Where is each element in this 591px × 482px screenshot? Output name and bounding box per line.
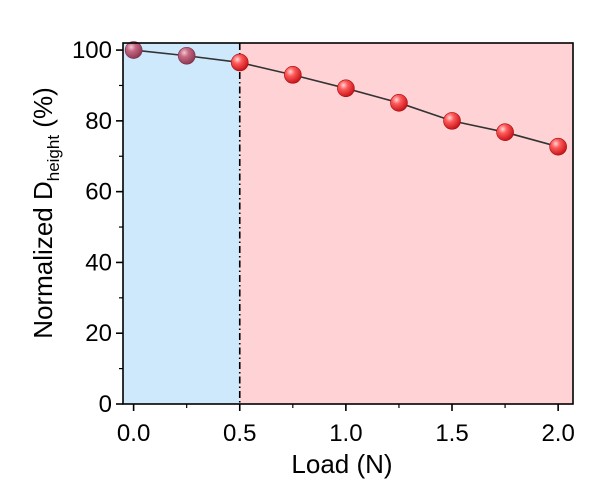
x-tick-label-3: 1.5 bbox=[435, 420, 468, 447]
plot-frame bbox=[122, 42, 574, 405]
y-tick-label-3: 60 bbox=[85, 179, 112, 206]
data-point-2 bbox=[230, 53, 249, 72]
region-0 bbox=[123, 43, 240, 404]
x-tick-label-0: 0.0 bbox=[117, 420, 150, 447]
y-tick-label-2: 40 bbox=[85, 249, 112, 276]
background-regions bbox=[123, 43, 573, 404]
data-point-8 bbox=[549, 137, 567, 156]
y-axis-title-subscript: height bbox=[44, 135, 63, 182]
data-point-1 bbox=[177, 46, 196, 65]
region-1 bbox=[239, 43, 573, 404]
y-axis-title-main: Normalized D bbox=[28, 181, 58, 339]
x-axis-title: Load (N) bbox=[291, 449, 392, 479]
x-axis: 0.0 0.5 1.0 1.5 2.0 bbox=[117, 404, 575, 447]
data-point-4 bbox=[337, 79, 355, 98]
data-point-3 bbox=[284, 66, 302, 84]
y-tick-label-1: 20 bbox=[85, 320, 112, 347]
y-tick-label-0: 0 bbox=[99, 391, 112, 418]
data-points bbox=[124, 41, 567, 156]
y-axis-title-unit: (%) bbox=[28, 87, 58, 135]
y-axis: 0 20 40 60 80 100 bbox=[72, 37, 123, 418]
x-tick-label-2: 1.0 bbox=[329, 420, 362, 447]
data-point-7 bbox=[496, 123, 514, 141]
y-tick-label-5: 100 bbox=[72, 37, 112, 64]
x-tick-label-4: 2.0 bbox=[541, 420, 574, 447]
x-tick-label-1: 0.5 bbox=[223, 420, 256, 447]
y-tick-label-4: 80 bbox=[85, 108, 112, 135]
data-point-5 bbox=[390, 94, 408, 112]
y-axis-title: Normalized Dheight (%) bbox=[28, 87, 63, 339]
data-point-6 bbox=[443, 112, 461, 130]
data-point-0 bbox=[124, 41, 143, 59]
